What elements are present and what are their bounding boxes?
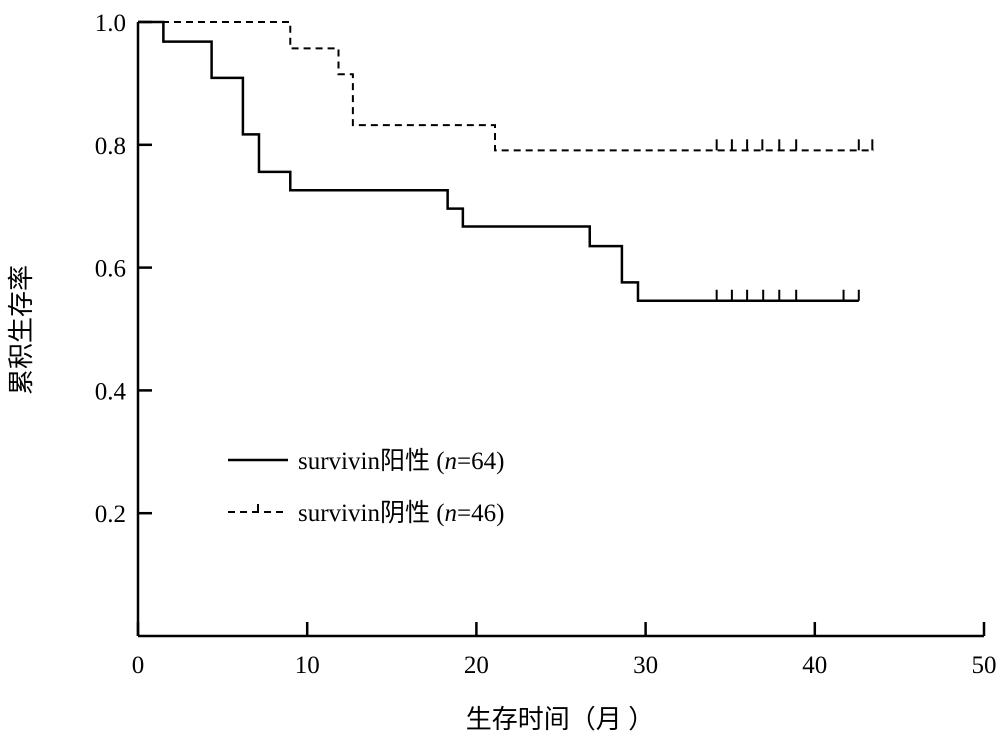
x-tick-label: 30 [633, 652, 658, 679]
x-axis-title: 生存时间（月 ） [466, 705, 655, 734]
x-tick-label: 50 [972, 652, 997, 679]
x-tick-label: 40 [802, 652, 827, 679]
x-tick-label: 0 [132, 652, 145, 679]
y-tick-label: 1.0 [95, 10, 126, 37]
series-positive [138, 20, 860, 303]
legend: survivin阳性 (n=64) survivin阴性 (n=46) [228, 447, 504, 527]
y-axis-title: 累积生存率 [7, 265, 36, 395]
x-tick-label: 20 [464, 652, 489, 679]
legend-label-negative: survivin阴性 (n=46) [298, 499, 504, 527]
series-negative [138, 21, 875, 152]
x-tick-label: 10 [295, 652, 320, 679]
legend-label-positive: survivin阳性 (n=64) [298, 447, 504, 475]
y-tick-label: 0.2 [95, 501, 126, 528]
survival-step-line [138, 20, 859, 303]
y-tick-label: 0.4 [95, 378, 127, 405]
y-tick-label: 0.6 [95, 256, 126, 283]
survival-step-line [138, 21, 875, 152]
axes: 0 10 20 30 40 50 0.2 0.4 0.6 0.8 1.0 [95, 10, 997, 679]
y-tick-label: 0.8 [95, 133, 126, 160]
survival-curves [138, 20, 875, 303]
